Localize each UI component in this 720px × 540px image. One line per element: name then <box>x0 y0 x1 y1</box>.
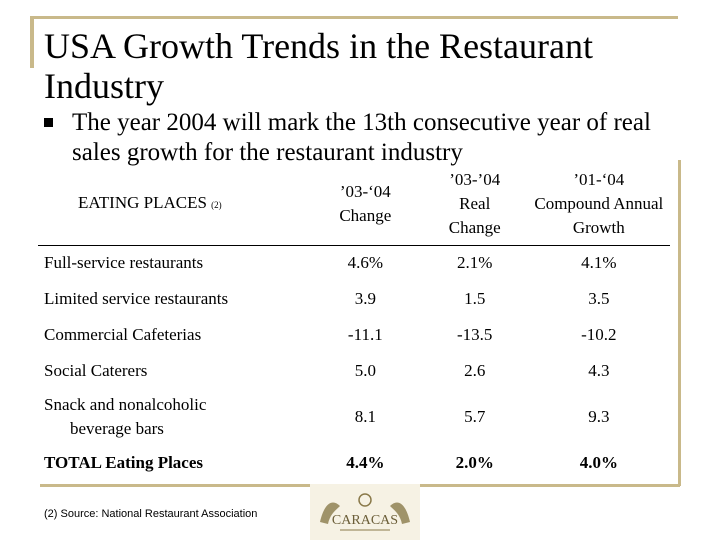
row-change: 3.9 <box>354 289 376 308</box>
row-change: -11.1 <box>347 325 383 344</box>
table-row-total: TOTAL Eating Places 4.4% 2.0% 4.0% <box>38 445 670 481</box>
row-label: Limited service restaurants <box>44 289 229 308</box>
table-header-row: EATING PLACES (2) ’03-‘04 Change ’03-’04… <box>38 163 670 245</box>
bullet-text: The year 2004 will mark the 13th consecu… <box>72 109 651 166</box>
row-compound-growth: 9.3 <box>588 407 610 426</box>
caracas-logo-icon: CARACAS <box>310 484 420 540</box>
left-gold-rule <box>30 18 34 68</box>
growth-table: EATING PLACES (2) ’03-‘04 Change ’03-’04… <box>38 163 670 481</box>
header-change: ’03-‘04 Change <box>339 182 392 225</box>
row-label: TOTAL Eating Places <box>44 453 204 472</box>
row-real-change: 2.1% <box>457 253 493 272</box>
row-change: 8.1 <box>354 407 376 426</box>
row-label: Full-service restaurants <box>44 253 204 272</box>
row-compound-growth: 4.0% <box>579 453 618 472</box>
bullet-item: The year 2004 will mark the 13th consecu… <box>44 108 684 168</box>
row-compound-growth: -10.2 <box>581 325 617 344</box>
slide-title: USA Growth Trends in the Restaurant Indu… <box>44 26 593 106</box>
table-row: Snack and nonalcoholic beverage bars 8.1… <box>38 389 670 445</box>
header-real-change: ’03-’04 Real Change <box>448 170 501 237</box>
row-real-change: 2.0% <box>455 453 494 472</box>
logo-text: CARACAS <box>332 513 398 528</box>
row-change: 4.4% <box>346 453 385 472</box>
table-row: Social Caterers 5.0 2.6 4.3 <box>38 353 670 389</box>
row-real-change: -13.5 <box>457 325 493 344</box>
row-label: Snack and nonalcoholic beverage bars <box>44 395 207 438</box>
header-footnote-ref: (2) <box>211 200 222 210</box>
row-label: Social Caterers <box>44 361 148 380</box>
row-compound-growth: 3.5 <box>588 289 610 308</box>
row-real-change: 5.7 <box>464 407 486 426</box>
row-compound-growth: 4.1% <box>581 253 617 272</box>
row-real-change: 2.6 <box>464 361 486 380</box>
top-gold-rule <box>30 16 678 19</box>
row-change: 4.6% <box>347 253 384 272</box>
row-real-change: 1.5 <box>464 289 486 308</box>
table-row: Limited service restaurants 3.9 1.5 3.5 <box>38 281 670 317</box>
row-compound-growth: 4.3 <box>588 361 610 380</box>
right-gold-rule <box>678 160 681 486</box>
bullet-square-icon <box>44 118 53 127</box>
row-label: Commercial Cafeterias <box>44 325 202 344</box>
table-row: Full-service restaurants 4.6% 2.1% 4.1% <box>38 245 670 281</box>
row-change: 5.0 <box>354 361 376 380</box>
header-divider <box>38 245 670 246</box>
table-row: Commercial Cafeterias -11.1 -13.5 -10.2 <box>38 317 670 353</box>
source-footnote: (2) Source: National Restaurant Associat… <box>44 508 258 520</box>
header-eating-places: EATING PLACES (2) <box>78 193 222 212</box>
header-compound-growth: ’01-‘04 Compound Annual Growth <box>534 170 664 237</box>
